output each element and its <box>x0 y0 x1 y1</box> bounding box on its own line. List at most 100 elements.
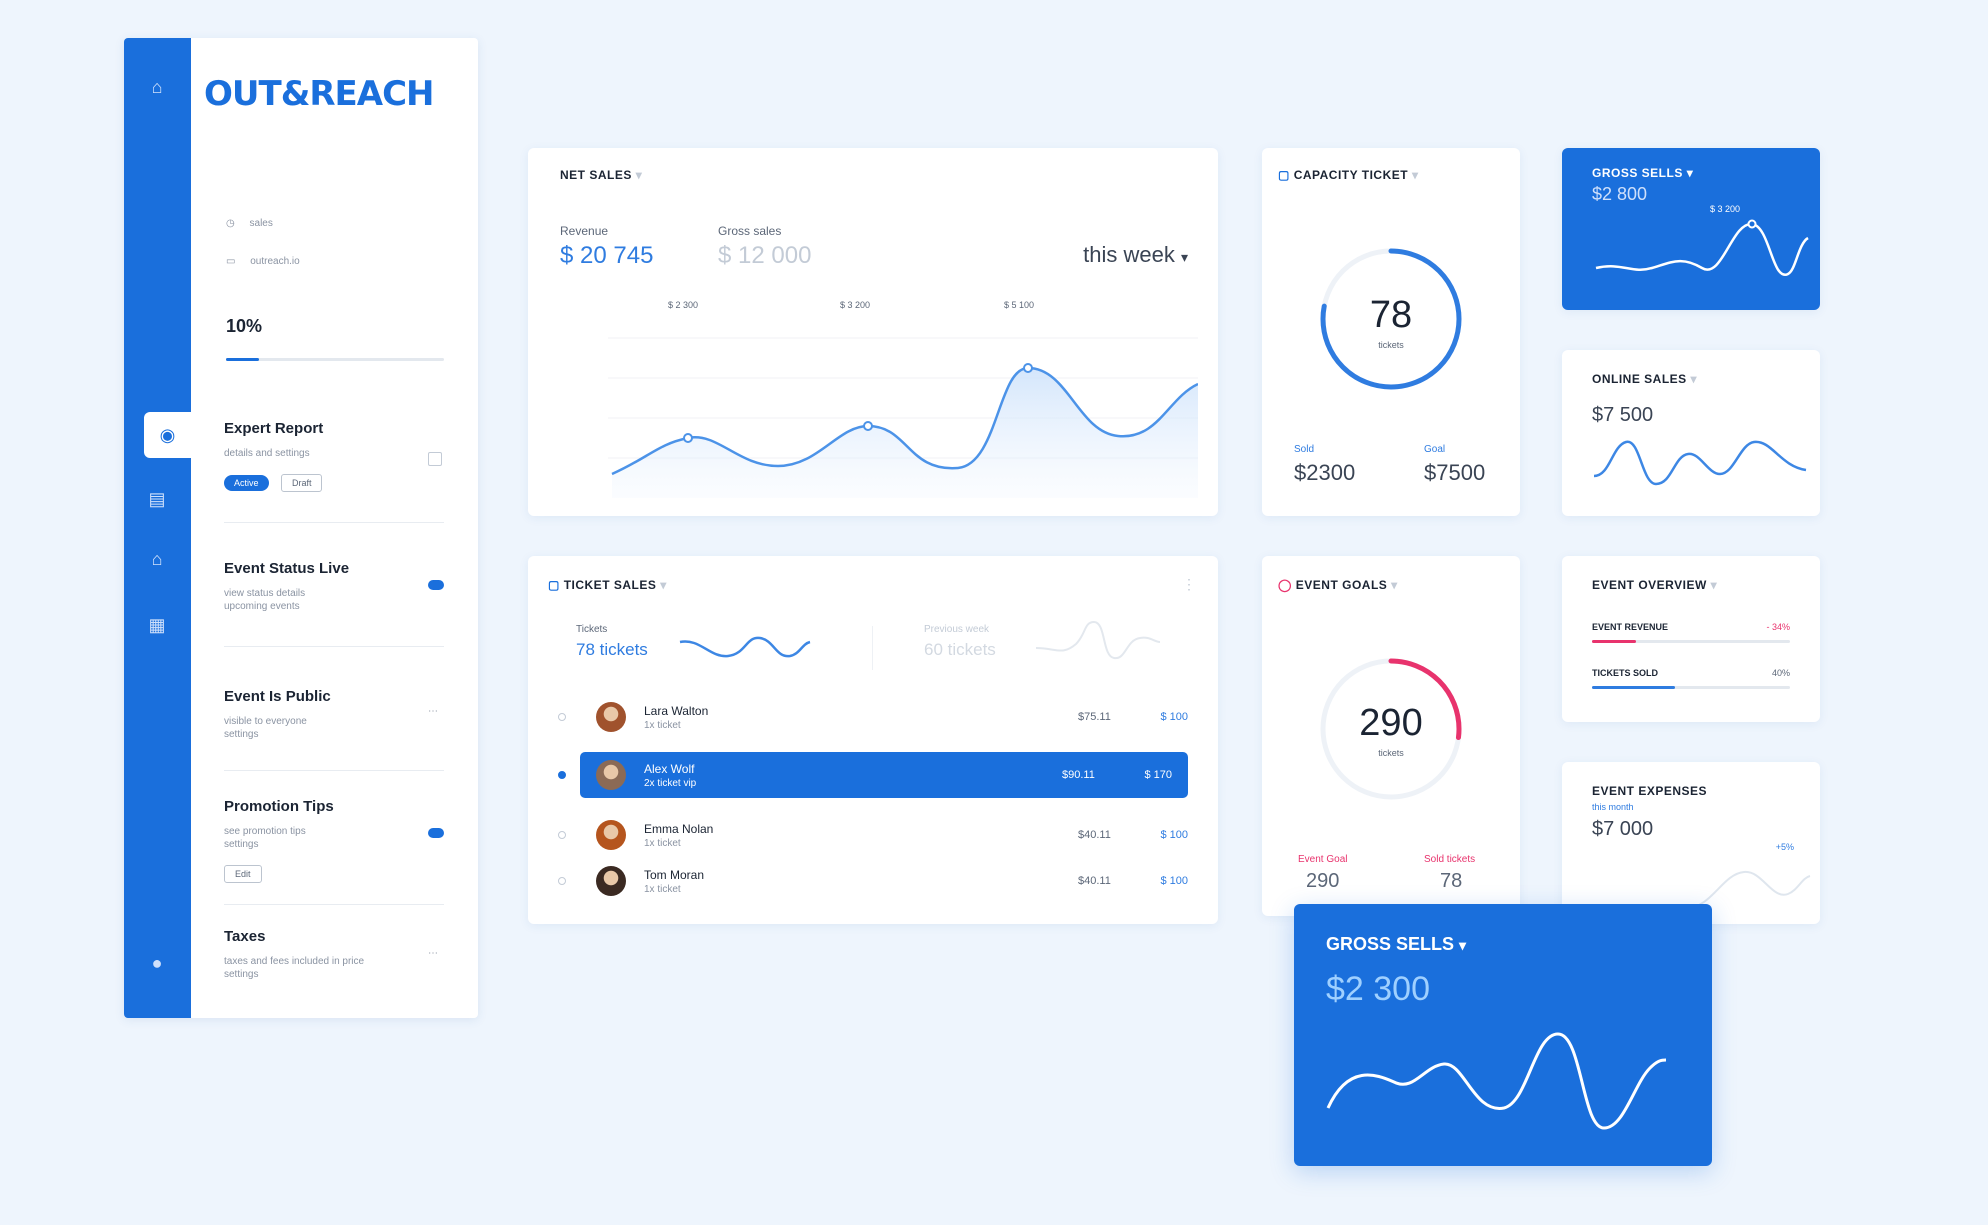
chevron-down-icon: ▾ <box>1180 249 1188 265</box>
sold-tickets-label: Sold tickets <box>1424 854 1476 865</box>
bar1-value: - 34% <box>1766 622 1790 632</box>
grid-icon[interactable]: ▦ <box>148 615 166 635</box>
section-promotion-tips[interactable]: Promotion Tips see promotion tips settin… <box>224 798 444 883</box>
revenue-value: $ 20 745 <box>560 242 654 269</box>
gross-small-chart <box>1595 219 1809 276</box>
list-item[interactable]: Emma Nolan 1x ticket $40.11 $ 100 <box>558 812 1188 858</box>
divider <box>224 770 444 771</box>
expenses-title[interactable]: EVENT EXPENSES <box>1592 784 1708 798</box>
kebab-menu-icon[interactable]: ⋮ <box>1182 576 1196 592</box>
row-name: Emma Nolan <box>644 821 714 836</box>
online-sales-card: ONLINE SALES ▾ $7 500 <box>1562 350 1820 516</box>
row-amount: $40.11 <box>1078 829 1111 841</box>
row-total: $ 100 <box>1160 875 1188 887</box>
chip-active[interactable]: Active <box>224 475 269 491</box>
bar1-label: EVENT REVENUE <box>1592 622 1669 632</box>
goals-unit: tickets <box>1378 748 1404 758</box>
chevron-down-icon: ▾ <box>1459 937 1467 953</box>
row-sub: 1x ticket <box>644 719 681 731</box>
section-event-public[interactable]: Event Is Public visible to everyone sett… <box>224 688 444 741</box>
row-name: Tom Moran <box>644 867 705 882</box>
event-overview-card: EVENT OVERVIEW ▾ EVENT REVENUE - 34% TIC… <box>1562 556 1820 722</box>
row-name: Alex Wolf <box>644 761 695 776</box>
row-dot <box>558 831 566 839</box>
avatar <box>596 866 626 896</box>
bar2-value: 40% <box>1771 668 1790 678</box>
gross-sales-label: Gross sales <box>718 224 782 238</box>
chevron-down-icon: ▾ <box>1710 578 1718 592</box>
net-sales-card: NET SALES ▾ Revenue $ 20 745 Gross sales… <box>528 148 1218 516</box>
section-sub: view status details upcoming events <box>224 588 306 612</box>
dashboard-icon[interactable]: ◉ <box>144 412 191 458</box>
section-sub: visible to everyone settings <box>224 716 307 740</box>
row-total: $ 170 <box>1144 769 1172 781</box>
chip-edit[interactable]: Edit <box>224 865 262 883</box>
home-icon[interactable]: ⌂ <box>151 77 163 97</box>
prev-week-count: 60 tickets <box>924 640 996 659</box>
line-series <box>1685 870 1811 909</box>
chip-draft[interactable]: Draft <box>280 474 323 492</box>
more-icon[interactable]: ⋯ <box>428 706 438 717</box>
period-dropdown[interactable]: this week ▾ <box>1083 242 1188 267</box>
chevron-down-icon: ▾ <box>635 168 643 182</box>
gross-big-title[interactable]: GROSS SELLS ▾ <box>1326 934 1467 954</box>
chevron-down-icon: ▾ <box>660 578 667 592</box>
event-goals-card: ◯ EVENT GOALS ▾ 290 tickets Event Goal 2… <box>1262 556 1520 916</box>
section-event-status[interactable]: Event Status Live view status details up… <box>224 560 444 613</box>
net-sales-title[interactable]: NET SALES ▾ <box>560 168 643 182</box>
gross-small-peak: $ 3 200 <box>1710 204 1741 214</box>
goal-label: Goal <box>1424 444 1446 455</box>
data-point[interactable] <box>683 433 693 443</box>
overview-title[interactable]: EVENT OVERVIEW ▾ <box>1592 578 1718 592</box>
event-goals-title[interactable]: ◯ EVENT GOALS ▾ <box>1278 578 1398 592</box>
online-chart <box>1593 440 1807 486</box>
goals-ring <box>1320 658 1462 800</box>
row-total: $ 100 <box>1160 829 1188 841</box>
tickets-unit: tickets <box>1378 340 1404 350</box>
revenue-label: Revenue <box>560 224 609 238</box>
promotion-toggle[interactable] <box>428 828 444 838</box>
bar2-label: TICKETS SOLD <box>1592 668 1659 678</box>
list-item[interactable]: Lara Walton 1x ticket $75.11 $ 100 <box>558 694 1188 740</box>
section-expert-report[interactable]: Expert Report details and settings Activ… <box>224 420 444 492</box>
divider <box>224 646 444 647</box>
sold-value: $2300 <box>1294 460 1356 485</box>
section-taxes[interactable]: Taxes taxes and fees included in price s… <box>224 928 444 981</box>
prev-week-label: Previous week <box>924 624 990 635</box>
section-title: Expert Report <box>224 420 324 437</box>
event-status-toggle[interactable] <box>428 580 444 590</box>
user-icon[interactable]: ⌂ <box>151 549 163 569</box>
ticket-sales-title[interactable]: ▢ TICKET SALES ▾ <box>548 578 667 592</box>
gross-small-title[interactable]: GROSS SELLS ▾ <box>1592 166 1694 180</box>
list-item-selected[interactable]: Alex Wolf 2x ticket vip $90.11 $ 170 <box>558 752 1188 798</box>
gross-sells-small-card: GROSS SELLS ▾ $2 800 $ 3 200 <box>1562 148 1820 310</box>
checkbox[interactable] <box>428 452 442 466</box>
section-title: Promotion Tips <box>224 798 334 815</box>
ring-progress <box>1320 248 1462 390</box>
expenses-badge: +5% <box>1775 842 1794 852</box>
goals-value: 290 <box>1359 702 1423 744</box>
row-name: Lara Walton <box>644 703 709 718</box>
bar2-track <box>1592 686 1790 689</box>
online-title[interactable]: ONLINE SALES ▾ <box>1592 372 1698 386</box>
gross-big-chart <box>1326 1032 1667 1130</box>
settings-icon[interactable]: ● <box>151 953 163 973</box>
meta-text-1: sales <box>249 218 273 229</box>
sidebar: ⌂ ◉ ▤ ⌂ ▦ ● OUT&REACH ◷ sales ▭ outreach… <box>124 38 478 1018</box>
meta-text-2: outreach.io <box>250 256 300 267</box>
goal-value: $7500 <box>1424 460 1486 485</box>
data-point[interactable] <box>1023 363 1033 373</box>
calendar-icon[interactable]: ▤ <box>148 489 166 509</box>
data-point[interactable] <box>863 421 873 431</box>
bar2-fill <box>1592 686 1676 689</box>
section-sub: see promotion tips settings <box>224 826 306 850</box>
bar1-fill <box>1592 640 1636 643</box>
more-icon[interactable]: ⋯ <box>428 948 438 959</box>
data-point[interactable] <box>1747 219 1757 229</box>
row-amount: $75.11 <box>1078 711 1111 723</box>
capacity-title[interactable]: ▢ CAPACITY TICKET ▾ <box>1278 168 1419 182</box>
peak-label: $ 5 100 <box>1004 300 1035 310</box>
goal-value: 290 <box>1306 870 1340 892</box>
event-expenses-card: EVENT EXPENSES this month $7 000 +5% <box>1562 762 1820 924</box>
list-item[interactable]: Tom Moran 1x ticket $40.11 $ 100 <box>558 858 1188 904</box>
